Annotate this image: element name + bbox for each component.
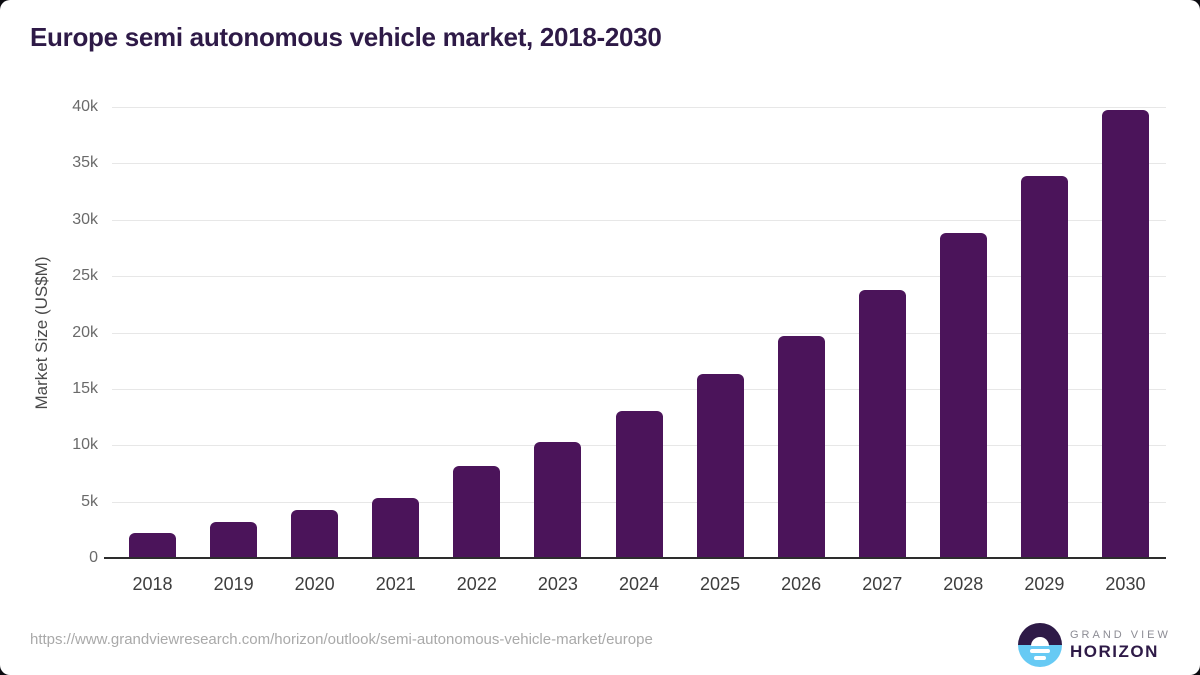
y-tick-30k: 30k [72,210,98,228]
bar-2023[interactable] [534,442,582,558]
bar-2028[interactable] [939,233,987,558]
y-tick-40k: 40k [72,98,98,115]
logo-text-horizon: HORIZON [1070,642,1159,661]
x-tick-2023: 2023 [537,574,578,594]
gridline-15k [112,388,1166,390]
logo-sky-shape [1018,623,1062,645]
y-tick-35k: 35k [72,154,98,172]
x-axis-line [104,557,1166,559]
bar-2024[interactable] [615,411,663,558]
gridline-40k [112,107,1166,108]
y-tick-5k: 5k [81,492,98,510]
y-tick-25k: 25k [72,267,98,285]
x-tick-2024: 2024 [618,574,659,594]
x-tick-2022: 2022 [456,574,497,594]
x-tick-2025: 2025 [700,574,741,594]
x-tick-2028: 2028 [943,574,984,594]
x-tick-2020: 2020 [294,574,335,594]
x-tick-2026: 2026 [781,574,822,594]
x-tick-2030: 2030 [1105,574,1146,594]
gridline-35k [112,163,1166,165]
bar-2029[interactable] [1020,176,1068,558]
x-tick-2019: 2019 [213,574,254,594]
bar-2021[interactable] [372,498,420,558]
chart-title: Europe semi autonomous vehicle market, 2… [30,22,662,52]
y-tick-10k: 10k [72,436,98,454]
gridline-25k [112,276,1166,278]
logo-wordmark: GRAND VIEW HORIZON [1070,629,1171,661]
x-tick-2029: 2029 [1024,574,1065,594]
y-tick-20k: 20k [72,323,98,341]
brand-logo: GRAND VIEW HORIZON [1018,623,1171,667]
plot-area [112,107,1166,558]
x-tick-2018: 2018 [132,574,173,594]
logo-sun-shape [1031,637,1049,646]
bar-2019[interactable] [210,522,258,558]
bar-2018[interactable] [129,533,177,558]
bar-2020[interactable] [291,510,339,558]
logo-text-grand-view: GRAND VIEW [1070,629,1171,641]
bar-2025[interactable] [696,374,744,558]
logo-reflection-line-2 [1034,656,1046,660]
x-tick-2021: 2021 [375,574,416,594]
bar-2022[interactable] [453,466,501,558]
logo-reflection-line-1 [1030,649,1050,653]
bar-2026[interactable] [777,336,825,558]
y-tick-0: 0 [89,549,98,566]
source-url: https://www.grandviewresearch.com/horizo… [30,631,653,648]
bar-2030[interactable] [1101,110,1149,558]
x-tick-2027: 2027 [862,574,903,594]
horizon-sun-logo-icon [1018,623,1062,667]
gridline-20k [112,332,1166,334]
bar-2027[interactable] [858,290,906,558]
gridline-30k [112,219,1166,221]
y-tick-15k: 15k [72,379,98,397]
